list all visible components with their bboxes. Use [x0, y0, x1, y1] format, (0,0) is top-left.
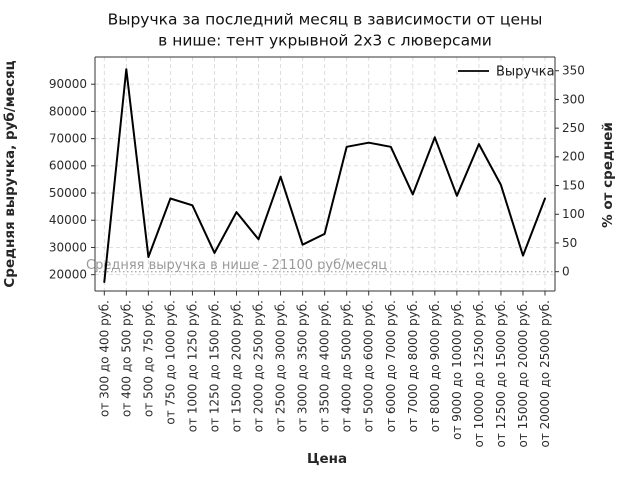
revenue-line-series [103, 68, 546, 283]
y-tick-label-left: 40000 [49, 213, 87, 227]
x-tick-label: от 1250 до 1500 руб. [207, 300, 221, 432]
x-tick-label: от 5000 до 6000 руб. [362, 300, 376, 432]
y-tick-label-left: 20000 [49, 268, 87, 282]
y-tick-label-left: 90000 [49, 77, 87, 91]
y-tick-label-right: 0 [562, 265, 570, 279]
y-tick-label-right: 250 [562, 121, 585, 135]
y-axis-label-right: % от средней [600, 122, 616, 228]
axes-layer: 20000 30000 40000 50000 60000 70000 80000 90000… [49, 56, 585, 448]
x-tick-label: от 750 до 1000 руб. [163, 300, 177, 425]
average-line-annotation: Средняя выручка в нише - 21100 руб/месяц [86, 258, 387, 273]
legend-label: Выручка [496, 65, 555, 80]
x-tick-label: от 8000 до 9000 руб. [428, 300, 442, 432]
x-tick-label: от 2000 до 2500 руб. [252, 300, 266, 432]
y-tick-label-right: 300 [562, 92, 585, 106]
x-tick-label: от 500 до 750 руб. [141, 300, 155, 417]
y-tick-label-right: 100 [562, 207, 585, 221]
x-tick-label: от 15000 до 20000 руб. [516, 300, 530, 448]
x-axis-label: Цена [307, 451, 347, 467]
x-tick-label: от 1500 до 2000 руб. [230, 300, 244, 432]
chart-title-line-2: в нише: тент укрывной 2х3 с люверсами [158, 32, 492, 50]
y-tick-label-right: 200 [562, 150, 585, 164]
y-tick-label-left: 80000 [49, 104, 87, 118]
y-tick-label-right: 150 [562, 178, 585, 192]
x-tick-label: от 9000 до 10000 руб. [450, 300, 464, 440]
data-line-layer [103, 68, 546, 283]
x-tick-label: от 300 до 400 руб. [97, 300, 111, 417]
y-tick-label-left: 30000 [49, 240, 87, 254]
x-tick-label: от 6000 до 7000 руб. [384, 300, 398, 432]
grid-layer [95, 57, 555, 291]
x-tick-label: от 2500 до 3000 руб. [274, 300, 288, 432]
y-tick-label-right: 350 [562, 64, 585, 78]
x-tick-label: от 3500 до 4000 руб. [318, 300, 332, 432]
y-axis-label-left: Средняя выручка, руб/месяц [2, 60, 18, 287]
x-tick-label: от 20000 до 25000 руб. [538, 300, 552, 448]
legend: Выручка [458, 65, 555, 80]
x-tick-label: от 7000 до 8000 руб. [406, 300, 420, 432]
y-tick-label-left: 70000 [49, 131, 87, 145]
y-tick-label-left: 60000 [49, 159, 87, 173]
x-tick-label: от 10000 до 12500 руб. [472, 300, 486, 448]
x-tick-label: от 3000 до 3500 руб. [296, 300, 310, 432]
x-tick-label: от 400 до 500 руб. [119, 300, 133, 417]
x-tick-label: от 12500 до 15000 руб. [494, 300, 508, 448]
chart-title-line-1: Выручка за последний месяц в зависимости… [108, 11, 543, 29]
y-tick-label-left: 50000 [49, 186, 87, 200]
x-tick-label: от 4000 до 5000 руб. [340, 300, 354, 432]
x-tick-label: от 1000 до 1250 руб. [185, 300, 199, 432]
y-tick-label-right: 50 [562, 236, 577, 250]
